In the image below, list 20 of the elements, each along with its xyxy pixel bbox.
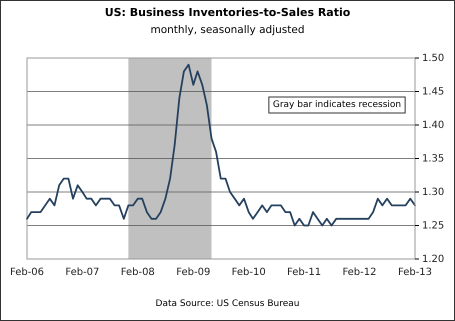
x-tick-label: Feb-12 [342,267,376,278]
x-tick-label: Feb-07 [65,267,100,278]
x-tick-label: Feb-11 [287,267,322,278]
y-tick-label: 1.45 [422,86,444,98]
source-note: Data Source: US Census Bureau [156,299,300,309]
chart-subtitle: monthly, seasonally adjusted [150,24,305,36]
x-tick-label: Feb-06 [10,267,44,278]
x-tick-label: Feb-10 [232,267,266,278]
chart-title: US: Business Inventories-to-Sales Ratio [104,6,351,19]
y-tick-label: 1.50 [422,53,444,64]
y-tick-label: 1.25 [422,220,444,232]
line-series [26,64,416,226]
x-tick-label: Feb-13 [398,267,432,278]
y-tick-label: 1.30 [422,187,444,198]
y-tick-label: 1.35 [422,154,444,165]
x-tick-label: Feb-08 [120,267,155,278]
annotation: Gray bar indicates recession [272,100,402,110]
y-tick-label: 1.40 [422,120,444,132]
x-tick-label: Feb-09 [176,267,210,278]
y-tick-label: 1.20 [422,254,444,266]
